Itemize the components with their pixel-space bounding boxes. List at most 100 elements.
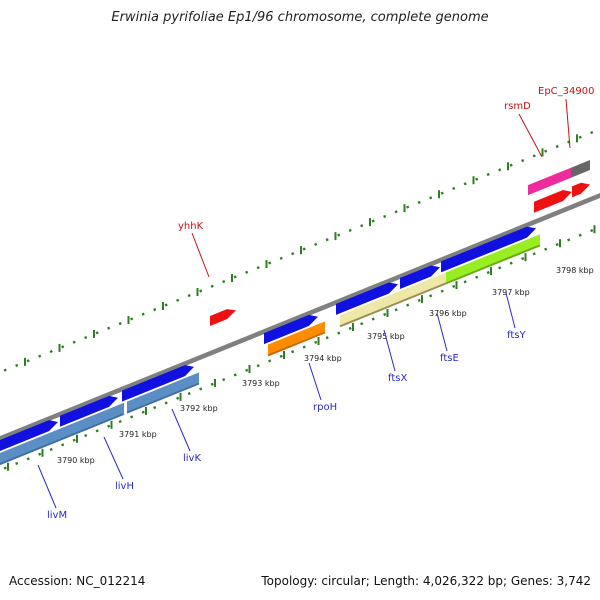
scale-dot bbox=[199, 289, 203, 293]
scale-dot bbox=[26, 457, 30, 461]
scale-dot bbox=[302, 345, 306, 349]
scale-dot bbox=[486, 172, 490, 177]
scale-dot bbox=[279, 354, 283, 358]
scale-dot bbox=[210, 284, 214, 288]
scale-label: 3797 kbp bbox=[492, 288, 530, 297]
scale-dot bbox=[302, 247, 306, 251]
scale-dot bbox=[49, 447, 53, 452]
scale-dot bbox=[532, 154, 536, 158]
gene-rpoH-arrow bbox=[264, 314, 318, 345]
scale-dot bbox=[15, 461, 19, 466]
scale-dot bbox=[291, 252, 295, 256]
map-title: Erwinia pyrifoliae Ep1/96 chromosome, co… bbox=[111, 10, 489, 25]
scale-dot bbox=[3, 466, 7, 470]
scale-dot bbox=[325, 336, 329, 340]
scale-dot bbox=[84, 335, 88, 340]
scale-dot bbox=[164, 401, 168, 405]
scale-dot bbox=[417, 298, 421, 303]
genome-summary-text: Topology: circular; Length: 4,026,322 bp… bbox=[261, 574, 591, 588]
scale-dot bbox=[406, 303, 410, 307]
scale-dot bbox=[279, 256, 283, 260]
scale-dot bbox=[233, 275, 237, 279]
livK-track bbox=[127, 372, 199, 412]
gene-label-rsmD[interactable]: rsmD bbox=[504, 101, 531, 112]
gene-label-livM[interactable]: livM bbox=[47, 510, 67, 521]
scale-dot bbox=[360, 322, 364, 326]
gene-label-livH[interactable]: livH bbox=[115, 481, 134, 492]
scale-label: 3792 kbp bbox=[180, 404, 218, 413]
leader-line-rpoH bbox=[308, 362, 322, 401]
track-shadow bbox=[339, 282, 447, 328]
gene-label-ftsY[interactable]: ftsY bbox=[507, 330, 526, 341]
scale-dot bbox=[130, 415, 134, 419]
scale-dot bbox=[521, 158, 525, 163]
scale-dot bbox=[233, 373, 237, 377]
scale-dot bbox=[38, 452, 42, 456]
scale-dot bbox=[383, 214, 387, 218]
scale-dot bbox=[452, 284, 456, 289]
gene-label-ftsX[interactable]: ftsX bbox=[388, 373, 407, 384]
scale-dot bbox=[348, 326, 352, 330]
scale-dot bbox=[337, 233, 341, 237]
scale-dot bbox=[348, 228, 352, 232]
track-shadow bbox=[445, 244, 541, 285]
gene-livM-arrow bbox=[0, 420, 58, 451]
scale-dot bbox=[118, 419, 122, 424]
gene-ftsE-arrow bbox=[400, 265, 440, 289]
gene-label-livK[interactable]: livK bbox=[183, 453, 201, 464]
scale-dot bbox=[15, 363, 19, 368]
scale-dot bbox=[107, 424, 111, 428]
scale-dot bbox=[141, 410, 145, 414]
gene-label-yhhK[interactable]: yhhK bbox=[178, 221, 204, 232]
scale-dot bbox=[429, 294, 433, 298]
scale-dot bbox=[337, 331, 341, 335]
leader-line-livK bbox=[171, 408, 191, 452]
leader-line-EpC_34900 bbox=[565, 98, 571, 149]
scale-dot bbox=[463, 280, 467, 284]
scale-dot bbox=[222, 280, 226, 284]
genome-backbone bbox=[0, 192, 600, 442]
scale-dot bbox=[256, 364, 260, 368]
scale-dot bbox=[291, 350, 295, 354]
scale-dot bbox=[61, 443, 65, 447]
scale-dot bbox=[394, 308, 398, 312]
scale-dot bbox=[153, 406, 157, 410]
scale-dot bbox=[544, 149, 548, 153]
gene-label-rpoH[interactable]: rpoH bbox=[313, 402, 337, 413]
scale-dot bbox=[544, 247, 548, 251]
scale-label: 3798 kbp bbox=[556, 266, 594, 275]
scale-dot bbox=[532, 252, 536, 256]
scale-dot bbox=[452, 186, 456, 191]
scale-label: 3793 kbp bbox=[242, 379, 280, 388]
scale-dot bbox=[360, 224, 364, 228]
scale-dot bbox=[268, 359, 272, 363]
scale-dot bbox=[440, 289, 444, 293]
gene-label-EpC_34900[interactable]: EpC_34900 bbox=[538, 86, 594, 97]
scale-dot bbox=[371, 219, 375, 223]
leader-line-yhhK bbox=[191, 232, 210, 278]
gene-yhhK-arrow bbox=[210, 309, 236, 326]
scale-dot bbox=[417, 200, 421, 205]
inner-scale-line bbox=[3, 229, 594, 470]
scale-dot bbox=[314, 340, 318, 344]
gene-label-ftsE[interactable]: ftsE bbox=[440, 353, 459, 364]
scale-dot bbox=[383, 312, 387, 316]
scale-dot bbox=[555, 242, 559, 247]
gene-ftsY-arrow bbox=[441, 226, 536, 273]
leader-line-ftsX bbox=[383, 329, 396, 372]
leader-line-livH bbox=[103, 436, 124, 480]
scale-label: 3796 kbp bbox=[429, 309, 467, 318]
scale-dot bbox=[555, 144, 559, 149]
gene-EpC-red-arrow bbox=[572, 182, 590, 198]
scale-dot bbox=[475, 177, 479, 181]
scale-dot bbox=[567, 238, 571, 242]
scale-dot bbox=[176, 396, 180, 400]
scale-dot bbox=[406, 205, 410, 209]
track-shadow bbox=[0, 412, 125, 466]
scale-dot bbox=[164, 303, 168, 307]
scale-dot bbox=[578, 135, 582, 139]
scale-dot bbox=[509, 163, 513, 167]
scale-dot bbox=[95, 429, 99, 433]
scale-dot bbox=[314, 242, 318, 246]
scale-dot bbox=[118, 321, 122, 326]
